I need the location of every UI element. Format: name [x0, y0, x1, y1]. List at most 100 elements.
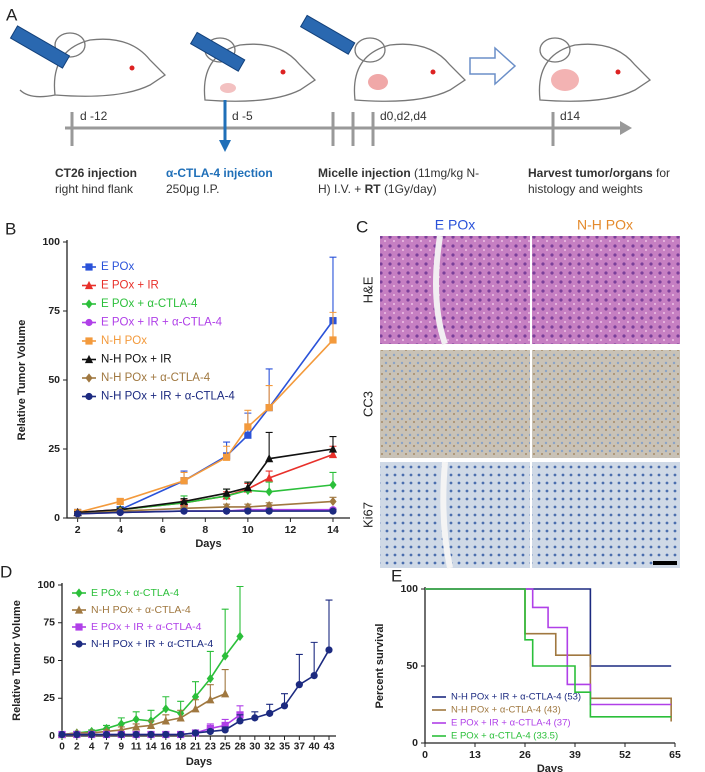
step-title: RT — [365, 182, 382, 196]
marker — [310, 672, 318, 680]
y-tick-label: 75 — [48, 305, 60, 317]
x-tick-label: 52 — [619, 749, 631, 761]
x-tick-label: 6 — [160, 524, 166, 536]
step-detail: for — [656, 166, 670, 180]
y-tick-label: 100 — [400, 583, 418, 595]
legend-label: E POx + IR — [101, 280, 159, 292]
marker — [85, 263, 93, 271]
error-bar — [325, 599, 333, 650]
marker — [102, 730, 111, 739]
marker — [236, 717, 244, 725]
x-tick-label: 0 — [422, 749, 428, 761]
step-detail: right hind flank — [55, 182, 134, 196]
y-tick-label: 50 — [406, 660, 418, 672]
error-bar — [221, 608, 229, 656]
marker — [84, 354, 94, 364]
marker — [117, 730, 125, 739]
marker — [85, 318, 93, 327]
marker — [117, 719, 125, 729]
panel-label: D — [0, 562, 12, 581]
micrograph — [380, 236, 530, 344]
step-detail: (11mg/kg N- — [414, 166, 479, 180]
legend-label: E POx + IR + α-CTLA-4 — [101, 317, 223, 329]
x-tick-label: 37 — [294, 742, 306, 753]
marker — [265, 507, 273, 515]
marker — [180, 507, 188, 515]
marker — [328, 444, 338, 453]
marker — [221, 651, 229, 661]
micrograph — [532, 350, 680, 458]
marker — [75, 640, 83, 648]
x-tick-label: 26 — [519, 749, 531, 761]
legend-label: N-H POx + IR + α-CTLA-4 — [91, 638, 213, 650]
x-tick-label: 7 — [104, 742, 110, 753]
legend-label: N-H POx + IR — [101, 354, 172, 366]
marker — [265, 404, 273, 412]
x-tick-label: 10 — [242, 524, 254, 536]
marker — [265, 473, 274, 482]
marker — [325, 646, 333, 654]
marker — [146, 720, 156, 730]
step-text: H) I.V. + RT (1Gy/day) — [318, 182, 437, 196]
syringes — [9, 14, 356, 72]
marker — [221, 726, 229, 734]
error-bar — [310, 641, 318, 676]
legend-label: E POx + α-CTLA-4 — [91, 587, 179, 599]
marker — [191, 729, 200, 737]
survival-curve — [425, 588, 672, 706]
x-axis-title: Days — [537, 763, 563, 772]
micrograph — [380, 350, 530, 458]
x-tick-label: 14 — [327, 524, 339, 536]
marker — [75, 588, 83, 598]
legend-label: N-H POx + IR + α-CTLA-4 (53) — [451, 692, 581, 703]
x-tick-label: 8 — [202, 524, 208, 536]
x-tick-label: 16 — [160, 742, 172, 753]
marker — [191, 692, 200, 702]
marker — [265, 500, 273, 511]
marker — [73, 730, 81, 739]
step-title: CT26 injection — [55, 166, 137, 180]
x-tick-label: 11 — [131, 742, 142, 753]
marker — [84, 280, 94, 290]
marker — [132, 722, 141, 731]
panel-label: B — [5, 219, 16, 238]
timepoint: d -12 — [80, 109, 108, 123]
marker — [295, 681, 303, 689]
x-tick-label: 65 — [669, 749, 681, 761]
step-text: Harvest tumor/organs for — [528, 166, 670, 180]
column-label: E POx — [435, 217, 475, 233]
x-tick-label: 39 — [569, 749, 581, 761]
y-axis-title: Relative Tumor Volume — [16, 320, 28, 441]
marker — [177, 730, 185, 739]
marker — [222, 502, 231, 512]
mice — [19, 32, 652, 102]
x-tick-label: 9 — [119, 742, 125, 753]
x-tick-label: 25 — [220, 742, 232, 753]
marker — [221, 721, 229, 730]
marker — [222, 453, 231, 461]
marker — [180, 477, 188, 485]
marker — [58, 730, 66, 739]
series-line — [77, 320, 334, 514]
panel-label: A — [6, 5, 18, 24]
marker — [206, 674, 214, 684]
x-tick-label: 28 — [234, 742, 246, 753]
row-label: CC3 — [360, 391, 375, 417]
step-detail: 250μg I.P. — [166, 182, 219, 196]
marker — [162, 704, 170, 714]
x-tick-label: 12 — [285, 524, 297, 536]
marker — [132, 730, 140, 739]
marker — [244, 431, 252, 439]
legend-label: E POx — [101, 261, 134, 273]
panel-label: C — [356, 217, 368, 236]
marker — [85, 337, 93, 345]
micrograph — [532, 236, 680, 344]
marker — [74, 510, 82, 518]
x-tick-label: 21 — [190, 742, 202, 753]
legend-label: N-H POx — [101, 335, 147, 347]
y-axis-title: Relative Tumor Volume — [11, 600, 23, 721]
marker — [329, 507, 337, 515]
error-bar — [265, 384, 273, 408]
marker — [162, 730, 170, 739]
x-tick-label: 14 — [145, 742, 157, 753]
